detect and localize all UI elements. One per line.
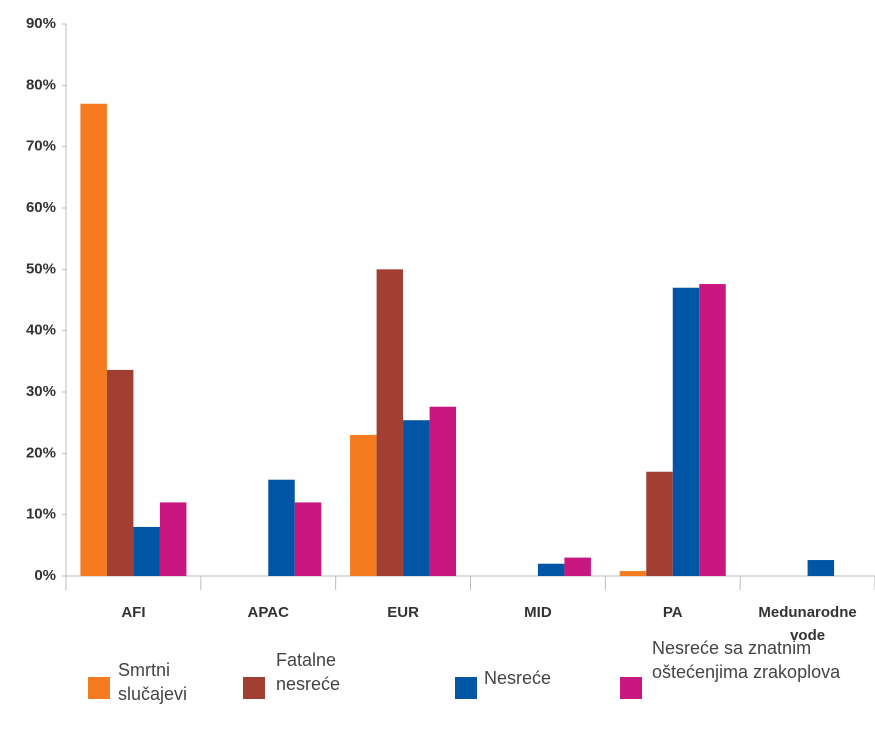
- bar: [159, 502, 187, 576]
- bar: [429, 406, 457, 576]
- bar: [699, 284, 726, 576]
- y-tick-label: 0%: [34, 567, 56, 584]
- legend-swatch: [88, 677, 110, 699]
- x-tick-label: EUR: [387, 604, 419, 621]
- bar: [619, 571, 647, 576]
- y-tick-label: 70%: [26, 138, 56, 155]
- x-tick-label: AFI: [121, 604, 146, 621]
- bar: [268, 479, 295, 576]
- legend-label: Smrtni slučajevi: [118, 660, 188, 704]
- bar: [294, 502, 322, 576]
- legend-label: Nesreće: [484, 668, 552, 688]
- bar: [350, 434, 377, 576]
- y-tick-label: 60%: [26, 199, 56, 216]
- legend-swatch: [620, 677, 642, 699]
- bar: [807, 560, 835, 576]
- y-tick-label: 20%: [26, 444, 56, 461]
- legend-swatch: [243, 677, 265, 699]
- x-tick-label: MID: [524, 604, 552, 621]
- bar: [646, 471, 673, 576]
- x-tick-label: APAC: [247, 604, 289, 621]
- bar: [376, 269, 404, 576]
- y-tick-label: 30%: [26, 383, 56, 400]
- bar: [564, 557, 591, 576]
- legend-label: Nesreće sa znatnim oštećenjima zrakoplov…: [652, 638, 841, 682]
- bar: [403, 420, 430, 576]
- bar: [133, 526, 160, 576]
- y-tick-label: 50%: [26, 260, 56, 277]
- y-tick-label: 80%: [26, 76, 56, 93]
- bar: [80, 103, 107, 576]
- bar: [106, 369, 134, 576]
- y-tick-label: 10%: [26, 506, 56, 523]
- x-tick-label: Medunarodne vode: [758, 604, 857, 644]
- bar: [672, 287, 700, 576]
- y-tick-label: 90%: [26, 15, 56, 32]
- legend-label: Fatalne nesreće: [276, 650, 341, 694]
- y-tick-label: 40%: [26, 322, 56, 339]
- bar: [537, 563, 565, 576]
- x-tick-label: PA: [662, 604, 683, 621]
- legend-swatch: [455, 677, 477, 699]
